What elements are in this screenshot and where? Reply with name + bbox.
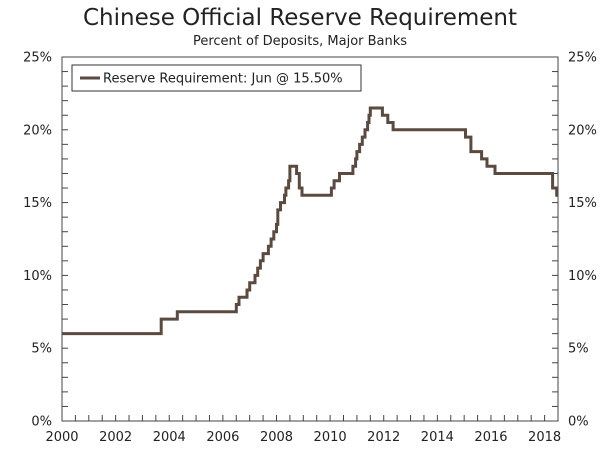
y-tick-label-left: 20%: [23, 123, 52, 138]
x-tick-label: 2000: [45, 430, 78, 445]
y-tick-label-left: 5%: [31, 342, 52, 357]
x-tick-label: 2012: [367, 430, 400, 445]
x-tick-label: 2018: [528, 430, 561, 445]
y-tick-label-left: 25%: [23, 51, 52, 66]
y-axis-right: 0% 5% 10% 15% 20% 25%: [552, 51, 597, 430]
x-tick-label: 2016: [474, 430, 507, 445]
chart-title: Chinese Official Reserve Requirement: [82, 5, 518, 31]
y-tick-label-right: 5%: [568, 342, 589, 357]
y-tick-label-left: 0%: [31, 415, 52, 430]
y-tick-label-left: 15%: [23, 196, 52, 211]
y-tick-label-right: 0%: [568, 415, 589, 430]
x-axis-tick-labels: 2000 2002 2004 2006 2008 2010 2012 2014 2016 2018: [45, 430, 561, 445]
legend: Reserve Requirement: Jun @ 15.50%: [71, 64, 362, 92]
chart-subtitle: Percent of Deposits, Major Banks: [192, 34, 408, 49]
x-tick-label: 2014: [421, 430, 454, 445]
legend-box: [71, 64, 362, 92]
y-tick-label-left: 10%: [23, 269, 52, 284]
y-tick-label-right: 25%: [568, 51, 597, 66]
x-tick-label: 2010: [314, 430, 347, 445]
y-tick-label-right: 10%: [568, 269, 597, 284]
legend-label: Reserve Requirement: Jun @ 15.50%: [103, 72, 343, 87]
y-tick-label-right: 15%: [568, 196, 597, 211]
x-tick-label: 2008: [260, 430, 293, 445]
x-tick-label: 2006: [206, 430, 239, 445]
y-tick-label-right: 20%: [568, 123, 597, 138]
x-tick-label: 2002: [99, 430, 132, 445]
series-line-reserve-requirement: [62, 106, 559, 336]
x-axis-ticks: [74, 415, 546, 421]
y-axis-left: 0% 5% 10% 15% 20% 25%: [23, 51, 68, 430]
x-tick-label: 2004: [153, 430, 186, 445]
plot-area-frame: [61, 56, 559, 422]
